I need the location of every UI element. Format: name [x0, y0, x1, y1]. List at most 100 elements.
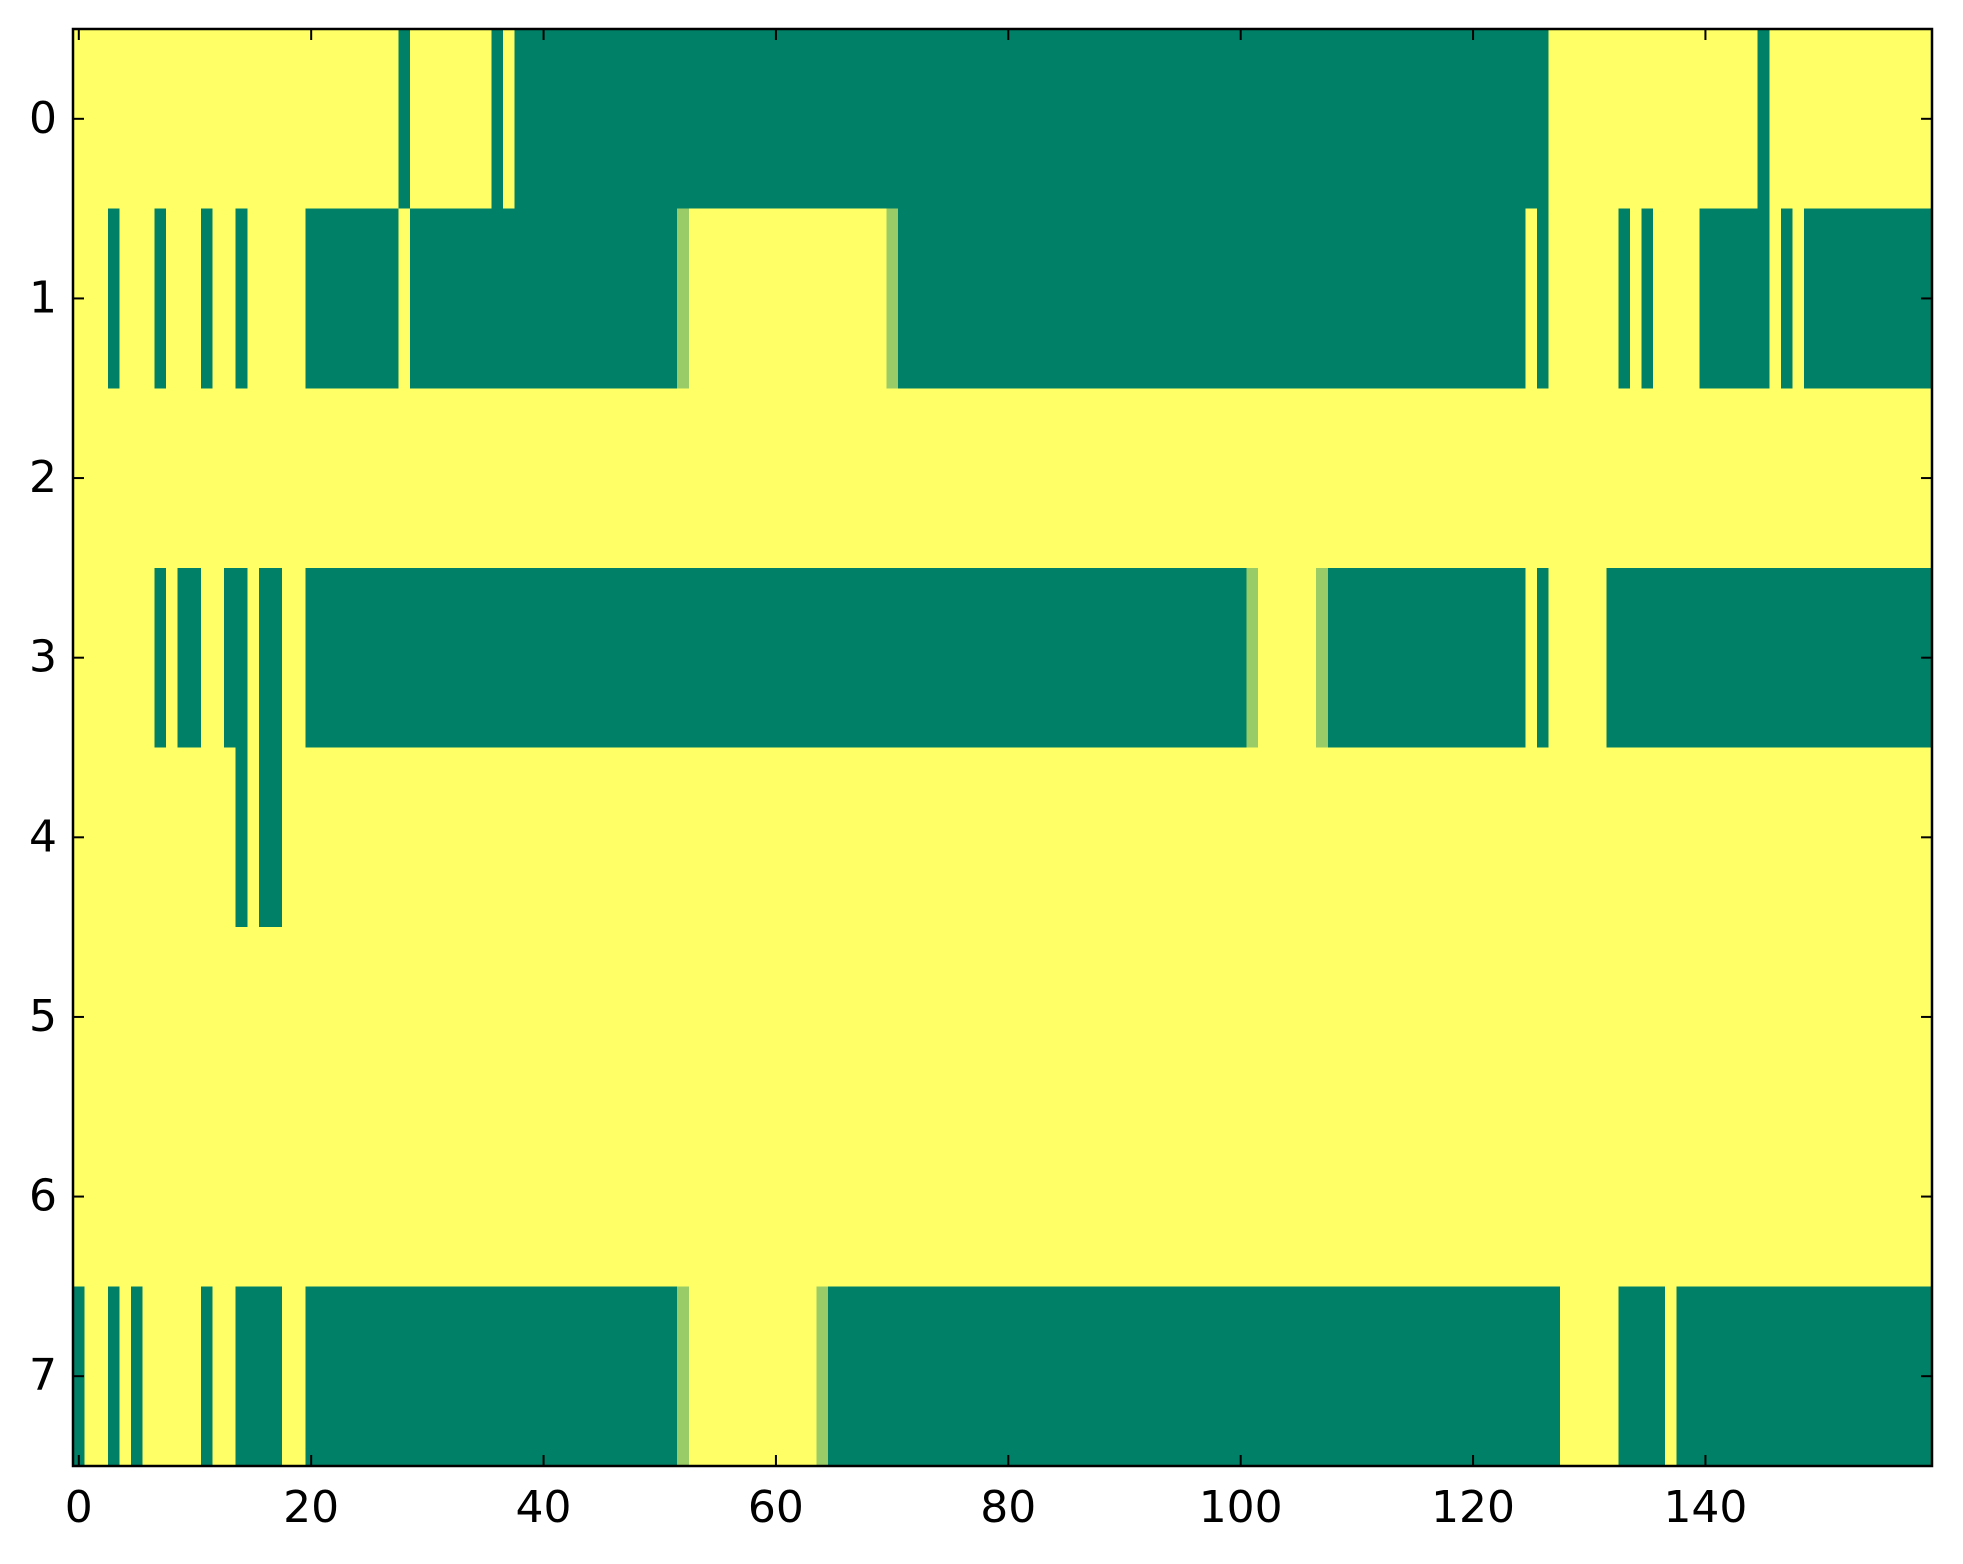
heatmap-cell [154, 29, 167, 210]
heatmap-cell [1269, 1286, 1282, 1467]
heatmap-cell [1165, 208, 1178, 389]
heatmap-cell [653, 29, 667, 210]
heatmap-cell [398, 927, 411, 1108]
heatmap-cell [804, 208, 818, 389]
heatmap-cell [1455, 29, 1468, 210]
heatmap-cell [224, 29, 237, 210]
heatmap-cell [386, 29, 399, 210]
heatmap-cell [1780, 208, 1794, 389]
heatmap-cell [1839, 567, 1852, 749]
heatmap-cell [700, 1106, 713, 1287]
heatmap-cell [1037, 1106, 1050, 1287]
heatmap-cell [932, 29, 946, 210]
heatmap-cell [328, 208, 341, 389]
heatmap-cell [1165, 747, 1178, 928]
heatmap-cell [1118, 388, 1131, 569]
heatmap-cell [224, 567, 237, 749]
heatmap-cell [1165, 1106, 1178, 1287]
heatmap-cell [1014, 388, 1027, 569]
heatmap-cell [619, 1106, 632, 1287]
heatmap-cell [1072, 567, 1085, 749]
heatmap-cell [758, 1106, 771, 1287]
heatmap-cell [956, 747, 969, 928]
heatmap-cell [549, 208, 562, 389]
heatmap-cell [1641, 747, 1654, 928]
heatmap-cell [444, 567, 458, 749]
heatmap-cell [746, 747, 760, 928]
heatmap-cell [189, 927, 202, 1108]
heatmap-cell [735, 1106, 748, 1287]
heatmap-cell [212, 29, 225, 210]
heatmap-cell [84, 1286, 97, 1467]
heatmap-cell [131, 1286, 144, 1467]
heatmap-cell [770, 208, 783, 389]
heatmap-cell [1362, 1286, 1375, 1467]
heatmap-cell [84, 567, 97, 749]
heatmap-cell [746, 567, 760, 749]
heatmap-cell [1258, 1286, 1271, 1467]
heatmap-cell [653, 927, 667, 1108]
heatmap-cell [1641, 927, 1654, 1108]
heatmap-cell [677, 747, 690, 928]
heatmap-cell [456, 567, 469, 749]
heatmap-cell [1269, 388, 1282, 569]
heatmap-cell [1629, 388, 1643, 569]
heatmap-cell [189, 747, 202, 928]
heatmap-cell [1699, 747, 1712, 928]
heatmap-cell [560, 567, 574, 749]
heatmap-cell [921, 747, 934, 928]
heatmap-cell [793, 1106, 806, 1287]
heatmap-cell [758, 1286, 771, 1467]
heatmap-cell [1722, 747, 1736, 928]
heatmap-cell [1897, 1106, 1910, 1287]
heatmap-cell [1804, 29, 1817, 210]
heatmap-cell [781, 1106, 794, 1287]
heatmap-cell [863, 927, 876, 1108]
heatmap-cell [142, 388, 155, 569]
heatmap-cell [1664, 1286, 1677, 1467]
heatmap-cell [119, 29, 132, 210]
heatmap-cell [1629, 927, 1643, 1108]
heatmap-cell [886, 1106, 899, 1287]
heatmap-cell [1467, 1106, 1480, 1287]
heatmap-cell [456, 1106, 469, 1287]
heatmap-cell [1037, 747, 1050, 928]
heatmap-cell [96, 1106, 109, 1287]
heatmap-cell [1234, 1286, 1248, 1467]
heatmap-cell [1629, 1286, 1643, 1467]
heatmap-cell [1676, 208, 1689, 389]
heatmap-cell [886, 388, 899, 569]
heatmap-cell [1595, 208, 1608, 389]
heatmap-cell [1815, 567, 1829, 749]
heatmap-cell [735, 747, 748, 928]
heatmap-cell [1141, 747, 1155, 928]
heatmap-cell [282, 747, 295, 928]
heatmap-cell [1560, 747, 1573, 928]
heatmap-cell [839, 29, 853, 210]
heatmap-cell [1269, 208, 1282, 389]
heatmap-cell [1339, 208, 1352, 389]
heatmap-cell [1792, 388, 1805, 569]
heatmap-cell [526, 29, 539, 210]
heatmap-cell [1037, 29, 1050, 210]
heatmap-cell [107, 208, 121, 389]
heatmap-cell [293, 747, 306, 928]
heatmap-cell [1211, 747, 1224, 928]
heatmap-cell [1374, 29, 1387, 210]
heatmap-cell [1420, 747, 1433, 928]
heatmap-cell [1769, 927, 1782, 1108]
heatmap-cell [1513, 927, 1526, 1108]
heatmap-cell [107, 1106, 121, 1287]
heatmap-cell [688, 567, 702, 749]
heatmap-cell [1037, 208, 1050, 389]
heatmap-cell [1908, 1106, 1921, 1287]
heatmap-cell [1536, 388, 1550, 569]
heatmap-cell [909, 567, 922, 749]
heatmap-cell [84, 208, 97, 389]
heatmap-cell [1397, 388, 1410, 569]
heatmap-cell [375, 208, 388, 389]
heatmap-cell [1873, 1286, 1887, 1467]
heatmap-cell [131, 208, 144, 389]
heatmap-cell [514, 567, 527, 749]
heatmap-cell [804, 388, 818, 569]
